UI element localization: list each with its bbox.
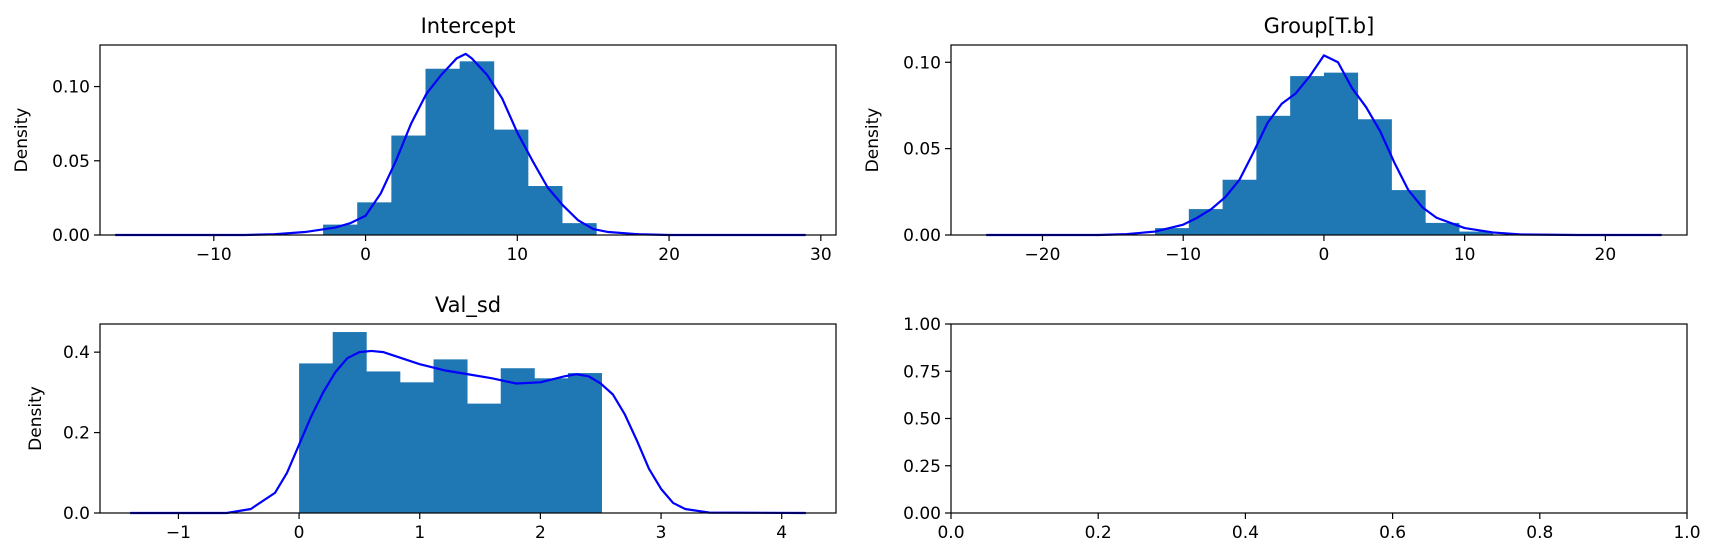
- x-tick-label: 1: [414, 523, 425, 543]
- y-tick-label: 0.25: [903, 457, 941, 477]
- histogram-bar: [534, 378, 569, 513]
- subplot-3: −1 0 1 2 3 4 0.0 0.2 0.4 Val_sd Density: [26, 293, 837, 543]
- histogram-bar: [527, 186, 563, 235]
- x-tick-label: 4: [776, 523, 787, 543]
- subplot-4: 0.0 0.2 0.4 0.6 0.8 1.0 0.00 0.25 0.50 0.75 1.00: [903, 315, 1700, 543]
- histogram-bar: [366, 371, 401, 513]
- histogram-bar: [459, 61, 495, 235]
- x-tick-label: −10: [196, 245, 232, 265]
- x-tick-label: 1.0: [1673, 523, 1700, 543]
- y-tick-label: 0.0: [63, 504, 90, 524]
- subplot-title: Group[T.b]: [1264, 14, 1375, 38]
- histogram-bar: [332, 332, 367, 513]
- y-tick-label: 0.00: [52, 226, 90, 246]
- histogram-bar: [467, 403, 502, 513]
- y-tick-label: 0.05: [903, 140, 941, 160]
- y-tick-label: 1.00: [903, 315, 941, 335]
- y-tick-label: 0.10: [903, 53, 941, 73]
- y-tick-label: 0.2: [63, 424, 90, 444]
- histogram-bar: [323, 224, 358, 235]
- histogram-bar: [1222, 179, 1257, 235]
- y-tick-label: 0.4: [63, 343, 90, 363]
- histogram-bar: [399, 382, 434, 513]
- x-tick-label: 0.2: [1085, 523, 1112, 543]
- x-tick-label: 0.0: [937, 523, 964, 543]
- axes-frame: [99, 323, 837, 514]
- histogram-bar: [425, 68, 461, 235]
- y-axis-label: Density: [12, 108, 32, 173]
- x-tick-label: 2: [535, 523, 546, 543]
- kde-curve: [115, 52, 806, 237]
- histogram-bar: [1391, 190, 1426, 235]
- histogram-bar: [357, 202, 392, 235]
- histogram-bar: [1323, 72, 1359, 235]
- axes-frame: [950, 44, 1688, 236]
- histogram-bar: [500, 368, 535, 513]
- x-tick-label: 10: [1454, 245, 1476, 265]
- y-tick-label: 0.50: [903, 410, 941, 430]
- subplot-2: −20 −10 0 10 20 0.00 0.05 0.10 Group[T.b] Density: [863, 14, 1688, 265]
- x-tick-label: 0.8: [1526, 523, 1553, 543]
- x-tick-label: 20: [658, 245, 680, 265]
- histogram-bar: [433, 359, 468, 513]
- histogram-bar: [562, 223, 597, 236]
- y-tick-label: 0.00: [903, 226, 941, 246]
- x-tick-label: 10: [506, 245, 528, 265]
- kde-curve: [986, 54, 1662, 237]
- y-tick-label: 0.00: [903, 504, 941, 524]
- histogram-bar: [493, 129, 529, 235]
- y-tick-label: 0.75: [903, 362, 941, 382]
- x-tick-label: 0: [294, 523, 305, 543]
- histogram-bar: [391, 135, 426, 235]
- x-tick-label: −10: [1165, 245, 1201, 265]
- histogram-bar: [299, 363, 334, 513]
- x-tick-label: 0: [360, 245, 371, 265]
- x-tick-label: −20: [1025, 245, 1061, 265]
- x-tick-label: 0.4: [1232, 523, 1259, 543]
- histogram-bar: [567, 373, 602, 513]
- x-tick-label: 20: [1595, 245, 1617, 265]
- histogram-bar: [1155, 228, 1190, 235]
- x-tick-label: 0.6: [1379, 523, 1406, 543]
- histogram-bar: [1357, 119, 1392, 235]
- histogram-bar: [1290, 76, 1325, 235]
- y-tick-label: 0.05: [52, 152, 90, 172]
- subplot-1: −10 0 10 20 30 0.00 0.05 0.10 Intercept Density: [12, 14, 837, 265]
- x-tick-label: 30: [810, 245, 832, 265]
- y-axis-label: Density: [26, 386, 46, 451]
- y-tick-label: 0.10: [52, 78, 90, 98]
- subplot-title: Intercept: [421, 14, 516, 38]
- kde-curve: [130, 349, 806, 515]
- axes-frame: [99, 44, 837, 236]
- y-axis-label: Density: [863, 108, 883, 173]
- x-tick-label: −1: [166, 523, 191, 543]
- histogram-bar: [1459, 231, 1494, 235]
- x-tick-label: 0: [1319, 245, 1330, 265]
- axes-frame: [950, 323, 1688, 514]
- x-tick-label: 3: [656, 523, 667, 543]
- histogram-bar: [1425, 222, 1460, 235]
- subplot-title: Val_sd: [435, 293, 501, 318]
